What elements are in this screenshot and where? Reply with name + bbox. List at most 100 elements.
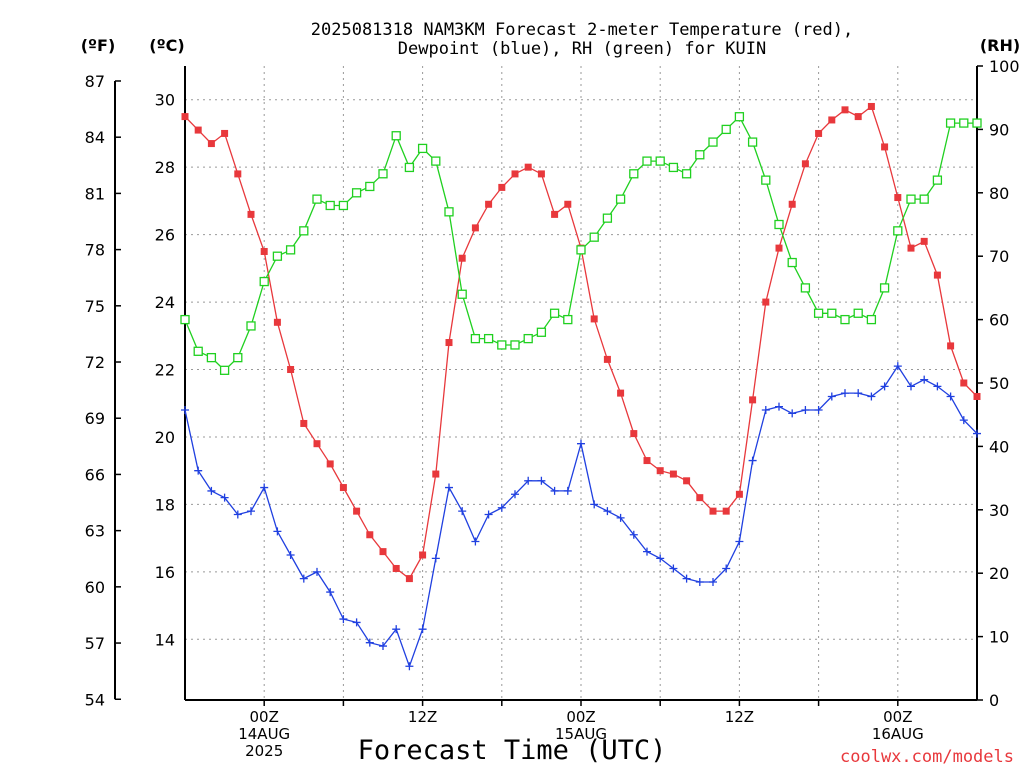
data-point [920, 237, 928, 245]
data-point [920, 375, 929, 384]
data-point [590, 315, 598, 323]
data-point [353, 507, 361, 515]
data-point [787, 257, 797, 268]
data-point [431, 554, 440, 563]
data-point [643, 457, 651, 465]
data-point [365, 181, 375, 192]
celsius-tick-label: 26 [155, 226, 175, 245]
data-point [749, 396, 757, 404]
data-point [207, 140, 215, 148]
data-point [287, 366, 295, 374]
credit-text: coolwx.com/models [840, 747, 1014, 767]
rh-tick-label: 0 [989, 691, 999, 710]
data-point [405, 662, 414, 671]
data-point [801, 405, 810, 414]
data-point [300, 419, 308, 427]
data-point [775, 402, 783, 411]
data-point [615, 194, 626, 204]
fahrenheit-tick-label: 72 [85, 353, 105, 372]
data-point [510, 340, 520, 350]
data-point [907, 382, 915, 391]
data-point [391, 131, 401, 141]
data-point [709, 577, 717, 586]
data-point [683, 477, 691, 485]
data-point [748, 456, 757, 465]
data-point [194, 466, 203, 475]
data-point [603, 507, 612, 516]
data-point [537, 476, 546, 485]
data-point [879, 283, 890, 293]
data-point [326, 588, 335, 597]
celsius-tick-label: 20 [155, 428, 175, 447]
data-point [893, 362, 902, 371]
tick-labels: 54 57 60 63 66 69 72 75 78 81 84 87 14 16 18 20 22 24 26 28… [85, 57, 1020, 760]
x-tick-label: 12Z [725, 708, 754, 726]
data-point [959, 416, 968, 425]
data-point [762, 298, 770, 306]
data-point [497, 340, 507, 350]
data-point [669, 470, 677, 478]
data-point [563, 314, 573, 325]
celsius-tick-label: 24 [155, 293, 175, 312]
data-point [907, 244, 915, 252]
data-point [788, 200, 796, 208]
rh-tick-label: 70 [989, 247, 1009, 266]
data-point [747, 137, 758, 147]
x-tick-label: 12Z [408, 708, 437, 726]
rh-tick-label: 10 [989, 628, 1009, 647]
data-point [629, 530, 638, 539]
data-point [392, 564, 400, 572]
data-point [246, 321, 256, 331]
data-point [458, 254, 466, 262]
data-point [708, 137, 718, 147]
fahrenheit-tick-label: 87 [85, 72, 105, 91]
x-tick-label: 14AUG [238, 725, 290, 743]
x-tick-label: 00Z [250, 708, 279, 726]
data-point [445, 339, 453, 347]
chart-title-line2: Dewpoint (blue), RH (green) for KUIN [398, 39, 766, 59]
data-point [696, 494, 704, 502]
data-point [299, 574, 308, 583]
data-point [338, 200, 349, 211]
data-point [881, 143, 889, 151]
rh-tick-label: 40 [989, 437, 1009, 456]
data-point [960, 379, 968, 387]
data-point [404, 162, 415, 173]
fahrenheit-tick-label: 84 [85, 128, 105, 147]
data-point [206, 352, 217, 363]
data-point [880, 382, 889, 391]
data-point [524, 476, 533, 485]
data-point [247, 507, 255, 516]
data-point [524, 163, 532, 171]
data-point [709, 507, 717, 515]
rh-unit-label: (RH) [980, 36, 1020, 55]
data-point [932, 175, 943, 185]
data-point [681, 169, 692, 179]
data-point [485, 200, 493, 208]
data-point [418, 625, 427, 634]
data-point [972, 118, 982, 128]
data-point [933, 271, 941, 279]
data-point [813, 308, 824, 318]
data-point [853, 308, 863, 318]
data-point [973, 392, 981, 400]
data-point [947, 342, 955, 350]
fahrenheit-tick-label: 63 [85, 522, 105, 541]
data-point [233, 510, 242, 519]
data-point [273, 318, 281, 326]
data-point [734, 112, 745, 122]
x-tick-label: 00Z [883, 708, 912, 726]
grid-lines [185, 66, 978, 700]
data-point [827, 308, 837, 318]
celsius-tick-label: 30 [155, 91, 175, 110]
data-point [497, 503, 506, 512]
x-tick-label: 00Z [566, 708, 595, 726]
data-point [286, 550, 295, 559]
data-point [511, 490, 519, 499]
data-point [392, 625, 401, 634]
data-point [233, 352, 243, 363]
data-point [894, 194, 902, 202]
data-point [234, 170, 242, 178]
data-point [643, 547, 651, 556]
data-point [827, 392, 836, 401]
